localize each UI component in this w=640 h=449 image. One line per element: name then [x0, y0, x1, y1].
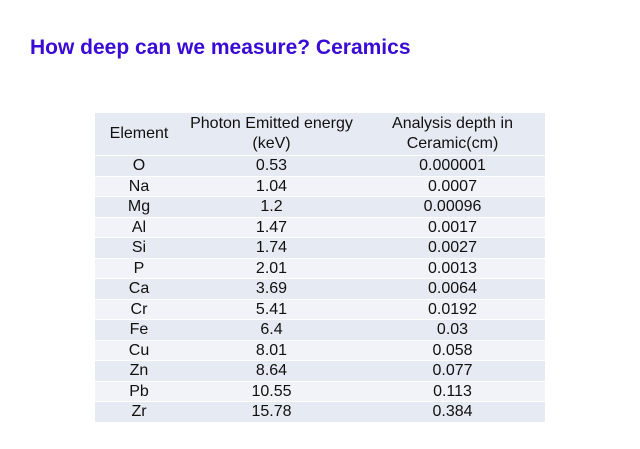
table-cell: P — [95, 258, 183, 279]
column-header: Analysis depth in Ceramic(cm) — [360, 113, 545, 156]
table-cell: 1.74 — [183, 237, 360, 259]
table-cell: 1.47 — [183, 217, 360, 238]
table-cell: Mg — [95, 196, 183, 218]
data-table: Element Photon Emitted energy (keV) Analys… — [95, 113, 545, 423]
table-cell: Al — [95, 217, 183, 238]
table-cell: 6.4 — [183, 319, 360, 341]
table-row: Si 1.74 0.0027 — [95, 237, 545, 259]
table-cell: 0.0192 — [360, 299, 545, 320]
table-row: Zr 15.78 0.384 — [95, 401, 545, 423]
table-cell: Na — [95, 176, 183, 197]
table-cell: Si — [95, 237, 183, 259]
table-cell: 0.0007 — [360, 176, 545, 197]
table-cell: 0.058 — [360, 340, 545, 361]
table-cell: Zr — [95, 401, 183, 423]
table-cell: 3.69 — [183, 278, 360, 300]
table-row: P 2.01 0.0013 — [95, 258, 545, 279]
table-cell: 0.077 — [360, 360, 545, 382]
table-cell: 0.384 — [360, 401, 545, 423]
table-row: Fe 6.4 0.03 — [95, 319, 545, 341]
table-cell: Pb — [95, 381, 183, 402]
table-cell: Cu — [95, 340, 183, 361]
table-cell: 5.41 — [183, 299, 360, 320]
table-cell: 0.0027 — [360, 237, 545, 259]
column-header: Photon Emitted energy (keV) — [183, 113, 360, 156]
table-cell: 2.01 — [183, 258, 360, 279]
table-cell: 8.64 — [183, 360, 360, 382]
table-cell: 0.000001 — [360, 155, 545, 177]
table-cell: 0.113 — [360, 381, 545, 402]
table-cell: 0.00096 — [360, 196, 545, 218]
table-cell: Cr — [95, 299, 183, 320]
table-cell: 1.2 — [183, 196, 360, 218]
table-row: Ca 3.69 0.0064 — [95, 278, 545, 300]
table-row: Zn 8.64 0.077 — [95, 360, 545, 382]
table-row: Cu 8.01 0.058 — [95, 340, 545, 361]
table-cell: 10.55 — [183, 381, 360, 402]
column-header: Element — [95, 113, 183, 156]
table-row: Cr 5.41 0.0192 — [95, 299, 545, 320]
table-cell: 0.0064 — [360, 278, 545, 300]
table-cell: 15.78 — [183, 401, 360, 423]
table-cell: 0.0017 — [360, 217, 545, 238]
table-cell: 0.0013 — [360, 258, 545, 279]
table-cell: 0.53 — [183, 155, 360, 177]
table-cell: Ca — [95, 278, 183, 300]
table-cell: 1.04 — [183, 176, 360, 197]
table-cell: Zn — [95, 360, 183, 382]
table-cell: O — [95, 155, 183, 177]
table-row: Al 1.47 0.0017 — [95, 217, 545, 238]
table-cell: 8.01 — [183, 340, 360, 361]
table-cell: 0.03 — [360, 319, 545, 341]
table-row: Na 1.04 0.0007 — [95, 176, 545, 197]
table-row: Pb 10.55 0.113 — [95, 381, 545, 402]
table-row: Mg 1.2 0.00096 — [95, 196, 545, 218]
header-row: Element Photon Emitted energy (keV) Analys… — [95, 113, 545, 156]
table-row: O 0.53 0.000001 — [95, 155, 545, 177]
table-cell: Fe — [95, 319, 183, 341]
slide-title: How deep can we measure? Ceramics — [30, 36, 411, 59]
